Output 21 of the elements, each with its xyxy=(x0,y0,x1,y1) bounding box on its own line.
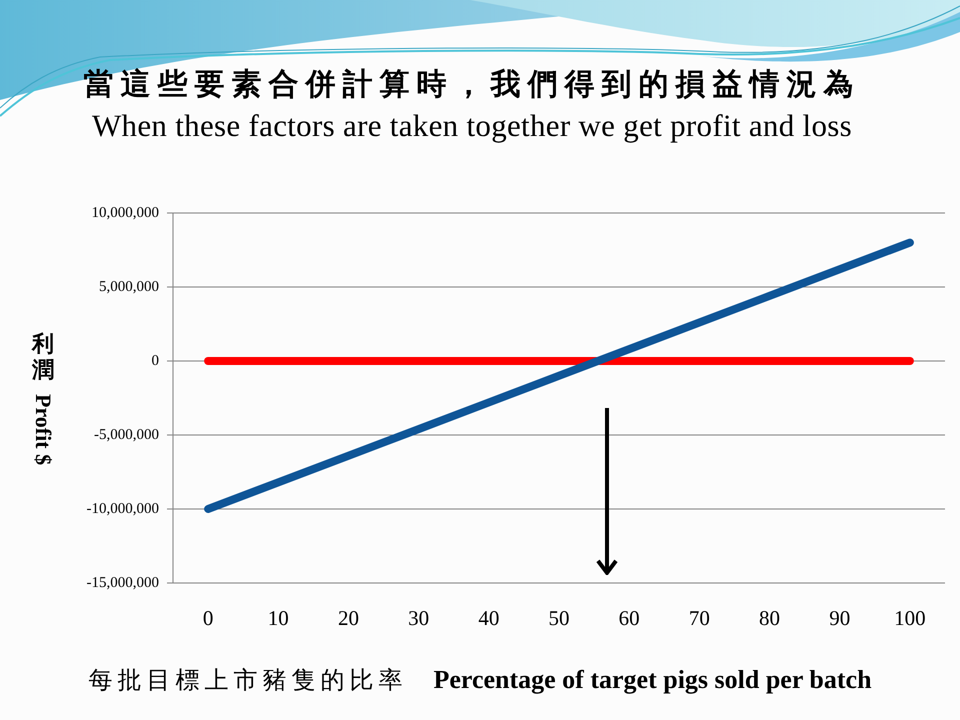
x-tick-label: 30 xyxy=(408,606,430,630)
x-tick-label: 100 xyxy=(894,606,926,630)
x-tick-label: 20 xyxy=(338,606,359,630)
x-tick-label: 0 xyxy=(202,606,214,630)
chart-subtitle: When these factors are taken together we get profit and loss xyxy=(91,108,853,144)
y-tick-label: 5,000,000 xyxy=(99,278,159,295)
y-tick-label: -15,000,000 xyxy=(86,574,159,591)
y-tick-label: 10,000,000 xyxy=(92,204,159,221)
y-axis-title: 利潤 Profit $ xyxy=(31,330,56,466)
y-tick-label: -5,000,000 xyxy=(94,426,159,443)
x-tick-label: 50 xyxy=(548,606,570,630)
y-tick-label: 0 xyxy=(152,352,159,369)
x-tick-label: 70 xyxy=(688,606,710,630)
x-tick-label: 90 xyxy=(829,606,850,630)
x-tick-label: 40 xyxy=(478,606,500,630)
y-tick-label: -10,000,000 xyxy=(86,500,159,517)
chart-title: 當這些要素合併計算時，我們得到的損益情況為 xyxy=(82,66,862,104)
x-axis-title: 每批目標上市豬隻的比率 Percentage of target pigs sold per batch xyxy=(88,665,872,694)
x-tick-label: 80 xyxy=(759,606,780,630)
x-tick-label: 60 xyxy=(618,606,640,630)
x-tick-label: 10 xyxy=(268,606,289,630)
